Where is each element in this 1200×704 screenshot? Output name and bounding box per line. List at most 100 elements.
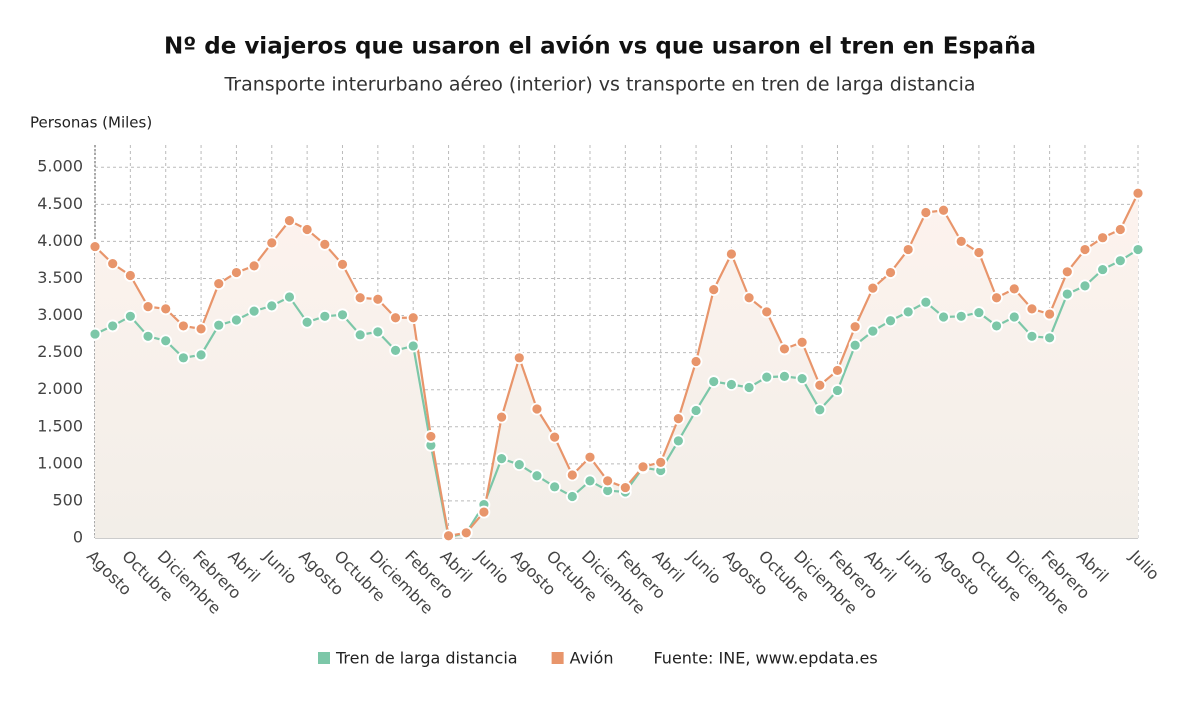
data-point bbox=[654, 455, 668, 469]
data-point bbox=[919, 206, 933, 219]
data-point bbox=[972, 246, 986, 259]
data-point bbox=[954, 234, 968, 248]
data-point bbox=[353, 291, 367, 305]
data-point bbox=[1096, 231, 1110, 245]
data-point bbox=[477, 505, 491, 519]
y-tick-label: 2.500 bbox=[37, 342, 83, 361]
data-point bbox=[1131, 243, 1145, 256]
plot-area: 0 500 1.000 1.500 2.000 2.500 3.000 3.500 4.000 4… bbox=[37, 145, 1163, 618]
data-point bbox=[707, 375, 721, 388]
data-point bbox=[760, 370, 774, 384]
data-point bbox=[919, 295, 933, 309]
data-point bbox=[353, 328, 367, 342]
y-tick-label: 1.500 bbox=[37, 416, 83, 435]
data-point bbox=[990, 319, 1003, 333]
data-point bbox=[371, 325, 385, 339]
data-point bbox=[336, 308, 349, 322]
data-point bbox=[1025, 329, 1039, 343]
data-point bbox=[1096, 263, 1110, 276]
data-point bbox=[265, 299, 279, 313]
data-point bbox=[671, 434, 685, 448]
data-point bbox=[1078, 279, 1092, 293]
data-point bbox=[300, 315, 314, 329]
data-point bbox=[424, 430, 438, 443]
data-point bbox=[583, 474, 597, 488]
legend-swatch bbox=[318, 652, 330, 664]
data-point bbox=[636, 460, 650, 474]
data-point bbox=[848, 320, 862, 334]
data-point bbox=[1043, 331, 1057, 345]
data-point bbox=[618, 481, 632, 494]
data-point bbox=[972, 306, 986, 319]
data-point bbox=[725, 247, 738, 261]
data-point bbox=[866, 281, 880, 295]
x-tick-label: Junio bbox=[683, 546, 725, 588]
data-point bbox=[123, 269, 137, 282]
x-tick-label: Julio bbox=[1125, 546, 1163, 584]
x-tick-label: Junio bbox=[895, 546, 937, 588]
data-point bbox=[778, 369, 791, 383]
data-point bbox=[530, 469, 544, 483]
chart-title: Nº de viajeros que usaron el avión vs qu… bbox=[164, 34, 1036, 60]
data-point bbox=[1060, 265, 1074, 279]
data-point bbox=[230, 313, 243, 327]
data-point bbox=[937, 203, 950, 217]
data-point bbox=[813, 403, 827, 417]
data-point bbox=[1043, 307, 1057, 321]
data-point bbox=[406, 339, 420, 353]
data-point bbox=[512, 458, 526, 471]
data-point bbox=[212, 277, 226, 291]
data-point bbox=[866, 324, 880, 338]
y-tick-label: 3.000 bbox=[37, 305, 83, 324]
data-point bbox=[937, 310, 950, 324]
data-point bbox=[813, 378, 827, 392]
data-point bbox=[194, 322, 208, 336]
data-point bbox=[725, 378, 738, 391]
data-point bbox=[601, 474, 615, 488]
data-point bbox=[123, 309, 137, 323]
data-point bbox=[901, 305, 915, 319]
x-tick-label: Junio bbox=[259, 546, 301, 588]
data-point bbox=[442, 529, 455, 543]
data-point bbox=[459, 526, 473, 540]
data-point bbox=[530, 402, 544, 416]
y-tick-label: 5.000 bbox=[37, 157, 83, 176]
data-point bbox=[1113, 254, 1127, 268]
legend: Tren de larga distancia Avión Fuente: INE,… bbox=[318, 649, 878, 668]
source-note: Fuente: INE, www.epdata.es bbox=[653, 649, 877, 668]
data-point bbox=[283, 214, 296, 228]
data-point bbox=[795, 335, 809, 349]
data-point bbox=[141, 300, 155, 314]
data-point bbox=[283, 290, 296, 304]
data-point bbox=[247, 259, 261, 273]
legend-swatch bbox=[551, 652, 564, 664]
data-point bbox=[1007, 310, 1021, 324]
y-tick-label: 4.500 bbox=[37, 194, 83, 213]
y-axis-label: Personas (Miles) bbox=[30, 114, 152, 132]
data-point bbox=[901, 243, 915, 256]
data-point bbox=[159, 302, 173, 316]
data-point bbox=[159, 334, 173, 348]
data-point bbox=[671, 412, 685, 426]
data-point bbox=[176, 351, 190, 365]
y-tick-label: 1.000 bbox=[37, 453, 83, 472]
data-point bbox=[230, 266, 243, 279]
data-point bbox=[389, 343, 402, 357]
data-point bbox=[88, 327, 102, 341]
data-point bbox=[583, 450, 597, 464]
data-point bbox=[548, 430, 562, 444]
data-point bbox=[778, 342, 791, 356]
data-point bbox=[548, 480, 562, 494]
data-point bbox=[106, 319, 120, 333]
data-point bbox=[760, 305, 774, 319]
data-point bbox=[742, 291, 756, 305]
data-point bbox=[371, 292, 385, 306]
data-point bbox=[565, 468, 579, 482]
y-tick-label: 500 bbox=[52, 490, 83, 509]
data-point bbox=[318, 309, 332, 323]
data-point bbox=[247, 304, 261, 318]
data-point bbox=[954, 309, 968, 323]
data-point bbox=[689, 404, 703, 417]
data-point bbox=[795, 372, 809, 385]
y-tick-label: 4.000 bbox=[37, 231, 83, 250]
